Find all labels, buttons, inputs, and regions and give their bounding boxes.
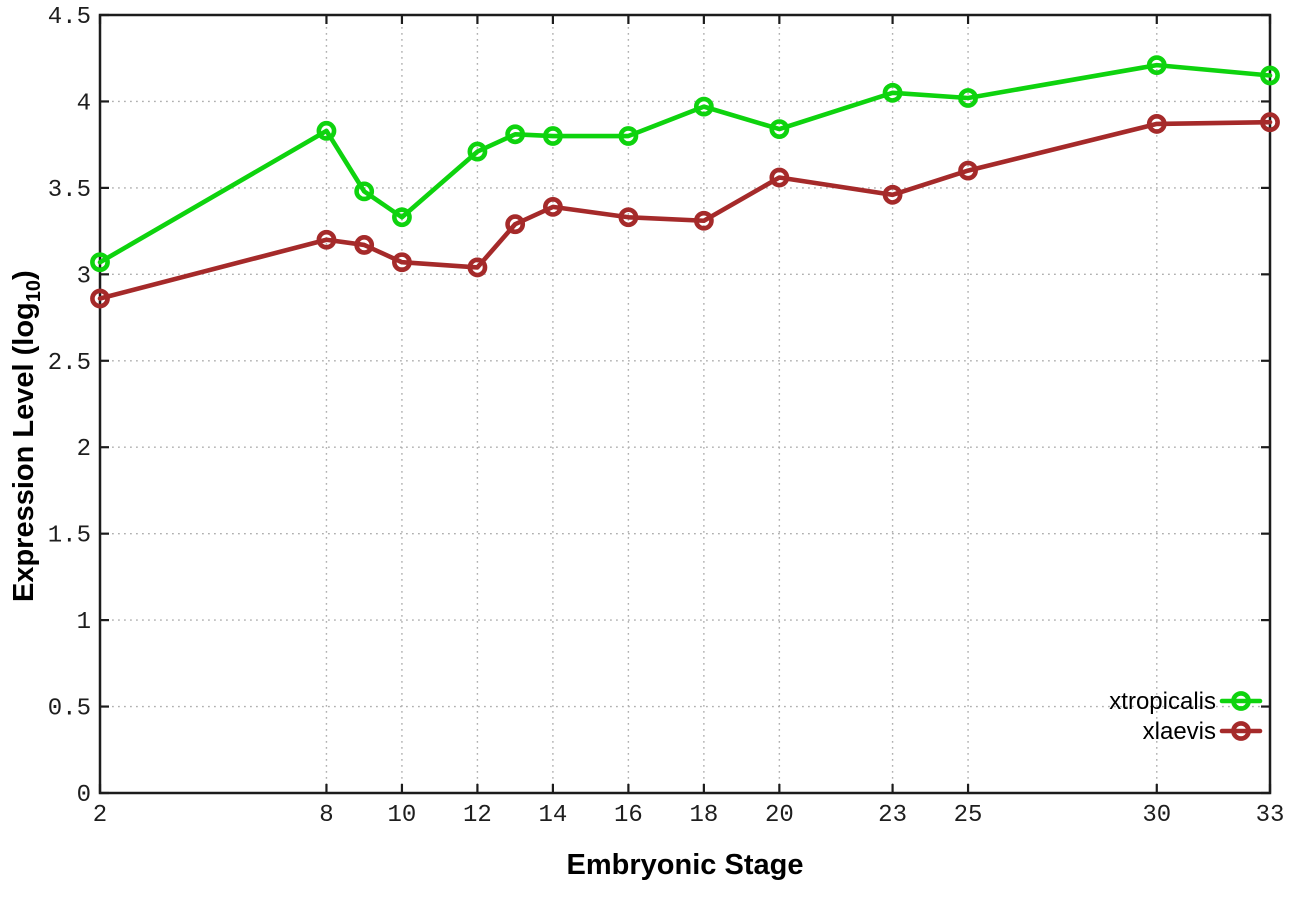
y-tick-label: 0.5 — [48, 696, 91, 723]
data-point-xtropicalis — [354, 181, 375, 202]
data-point-xtropicalis — [618, 126, 639, 146]
data-point-xtropicalis — [958, 88, 978, 108]
x-tick-label: 14 — [538, 802, 567, 829]
y-tick-label: 2 — [77, 436, 91, 463]
y-tick-label: 1.5 — [48, 523, 91, 550]
data-point-xlaevis — [882, 184, 903, 205]
data-point-xtropicalis — [693, 96, 714, 117]
data-point-xlaevis — [90, 288, 110, 309]
data-point-xlaevis — [467, 257, 488, 278]
y-tick-label: 0 — [77, 782, 91, 809]
data-point-xtropicalis — [1146, 55, 1167, 76]
x-tick-label: 16 — [614, 802, 643, 829]
x-tick-label: 10 — [388, 802, 417, 829]
data-point-xlaevis — [693, 210, 714, 231]
y-tick-label: 4 — [77, 90, 91, 117]
data-point-xtropicalis — [90, 252, 110, 273]
data-point-xlaevis — [316, 229, 337, 250]
x-tick-label: 20 — [765, 802, 794, 829]
data-point-xlaevis — [543, 197, 563, 217]
data-point-xtropicalis — [316, 120, 337, 141]
data-point-xlaevis — [392, 252, 412, 273]
x-tick-label: 33 — [1256, 802, 1285, 829]
y-tick-label: 1 — [77, 609, 91, 636]
x-axis-title: Embryonic Stage — [566, 849, 804, 881]
plot-border — [98, 13, 1272, 795]
x-tick-label: 30 — [1142, 802, 1171, 829]
legend-marker-xlaevis — [1231, 721, 1251, 741]
data-point-xlaevis — [958, 160, 978, 181]
legend-label-xlaevis: xlaevis — [1143, 718, 1216, 745]
data-point-xlaevis — [618, 207, 639, 228]
y-axis-title-subscript: 10 — [22, 279, 45, 303]
x-tick-label: 18 — [689, 802, 718, 829]
data-point-xtropicalis — [392, 207, 412, 228]
y-axis-title-close: ) — [8, 270, 40, 280]
x-tick-label: 2 — [93, 802, 107, 829]
data-point-xtropicalis — [769, 119, 790, 140]
data-point-xlaevis — [769, 167, 790, 188]
x-tick-label: 12 — [463, 802, 492, 829]
data-point-xlaevis — [354, 235, 375, 255]
y-tick-label: 3 — [77, 263, 91, 290]
data-point-xtropicalis — [505, 124, 526, 145]
legend-marker-xtropicalis — [1231, 691, 1251, 711]
x-tick-label: 23 — [878, 802, 907, 829]
legend-label-xtropicalis: xtropicalis — [1109, 688, 1216, 715]
x-tick-label: 25 — [954, 802, 983, 829]
y-tick-label: 2.5 — [48, 350, 91, 377]
series-line-xlaevis — [97, 119, 1273, 301]
data-point-xtropicalis — [543, 126, 563, 146]
data-point-xtropicalis — [882, 82, 903, 103]
data-point-xlaevis — [1146, 114, 1167, 134]
data-point-xlaevis — [505, 214, 526, 235]
data-point-xtropicalis — [467, 141, 488, 162]
data-point-xlaevis — [1260, 112, 1280, 133]
y-tick-label: 3.5 — [48, 177, 91, 204]
y-axis-title-main: Expression Level (log — [8, 302, 40, 602]
data-point-xtropicalis — [1260, 65, 1280, 86]
y-tick-label: 4.5 — [48, 4, 91, 31]
y-axis-title: Expression Level (log10) — [8, 270, 46, 602]
series-line-xtropicalis — [97, 62, 1273, 265]
x-tick-label: 8 — [319, 802, 333, 829]
